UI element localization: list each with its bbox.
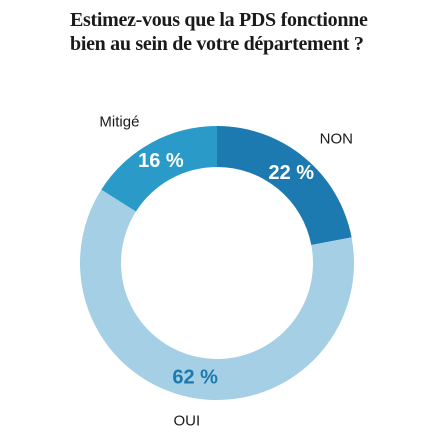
slice-non [217,126,352,246]
donut-category-labels: NON OUI Mitigé [99,113,353,429]
chart-title-line-1: Estimez-vous que la PDS fonctionne [70,9,368,31]
category-label-oui: OUI [173,413,200,430]
slice-mitige [101,126,217,212]
donut-slices [80,126,354,400]
donut-value-labels: 22 % 62 % 16 % [138,150,314,389]
chart-title: Estimez-vous que la PDS fonctionne bien … [70,8,420,56]
slice-oui [80,189,354,400]
category-label-mitige: Mitigé [99,113,139,130]
value-label-non: 22 % [268,162,314,184]
chart-title-line-2: bien au sein de votre département ? [70,33,364,55]
value-label-mitige: 16 % [138,150,184,172]
value-label-oui: 62 % [172,366,218,388]
category-label-non: NON [320,130,353,147]
